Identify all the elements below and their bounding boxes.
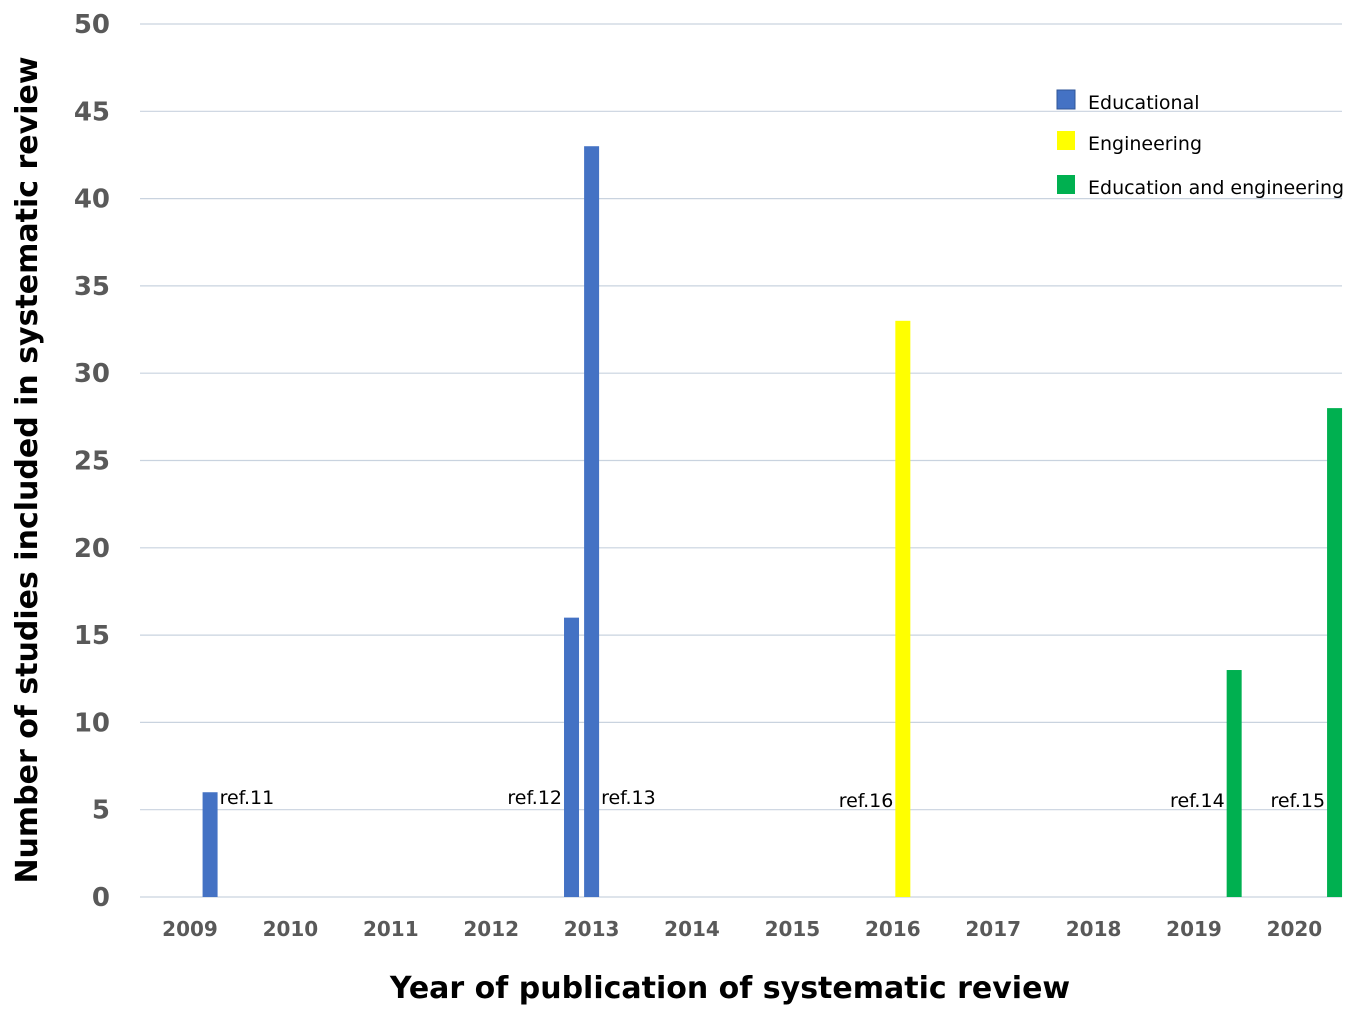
y-tick-label: 5 <box>92 796 110 826</box>
x-tick-label: 2011 <box>363 917 419 941</box>
y-axis-ticks: 0 5 10 15 20 25 30 35 40 45 50 <box>74 10 110 913</box>
legend-swatch <box>1057 175 1075 194</box>
y-tick-label: 50 <box>74 10 110 40</box>
x-tick-label: 2009 <box>162 917 218 941</box>
y-tick-label: 15 <box>74 621 110 651</box>
legend-label: Educational <box>1088 92 1200 114</box>
x-tick-label: 2017 <box>965 917 1021 941</box>
x-tick-label: 2014 <box>664 917 720 941</box>
bar-ref16 <box>895 320 911 897</box>
legend-swatch <box>1056 89 1076 110</box>
bar-ref13 <box>584 146 600 898</box>
x-axis-title: Year of publication of systematic review <box>389 971 1070 1006</box>
x-tick-label: 2015 <box>765 917 821 941</box>
bar-label: ref.14 <box>1170 790 1225 812</box>
y-tick-label: 20 <box>74 534 110 564</box>
x-tick-label: 2020 <box>1267 917 1323 941</box>
legend-swatch <box>1057 131 1075 150</box>
x-tick-label: 2016 <box>865 917 921 941</box>
bar-ref11 <box>202 792 218 897</box>
legend-label: Education and engineering <box>1088 177 1344 199</box>
x-tick-label: 2012 <box>463 917 519 941</box>
bar-label: ref.13 <box>601 787 656 809</box>
bars <box>202 146 1343 898</box>
y-axis-title: Number of studies included in systematic… <box>10 56 45 883</box>
bar-ref12 <box>564 617 580 897</box>
bar-label: ref.16 <box>839 790 894 812</box>
bar-ref15 <box>1327 408 1343 897</box>
bar-label: ref.11 <box>220 787 275 809</box>
bar-label: ref.15 <box>1270 790 1325 812</box>
y-tick-label: 25 <box>74 447 110 477</box>
x-axis-ticks: 2009 2010 2011 2012 2013 2014 2015 2016 2017 2018… <box>162 917 1322 941</box>
y-tick-label: 10 <box>74 708 110 738</box>
x-tick-label: 2019 <box>1166 917 1222 941</box>
x-tick-label: 2018 <box>1066 917 1122 941</box>
y-tick-label: 40 <box>74 185 110 215</box>
bar-labels: ref.11 ref.12 ref.13 ref.16 ref.14 ref.15 <box>220 787 1325 812</box>
y-tick-label: 35 <box>74 272 110 302</box>
x-tick-label: 2010 <box>263 917 319 941</box>
legend-label: Engineering <box>1088 133 1202 155</box>
y-tick-label: 30 <box>74 359 110 389</box>
x-tick-label: 2013 <box>564 917 620 941</box>
bar-ref14 <box>1226 670 1242 897</box>
legend: Educational Engineering Education and engi… <box>1056 89 1344 199</box>
y-tick-label: 0 <box>92 883 110 913</box>
gridlines <box>140 23 1342 898</box>
bar-label: ref.12 <box>507 787 562 809</box>
y-tick-label: 45 <box>74 97 110 127</box>
